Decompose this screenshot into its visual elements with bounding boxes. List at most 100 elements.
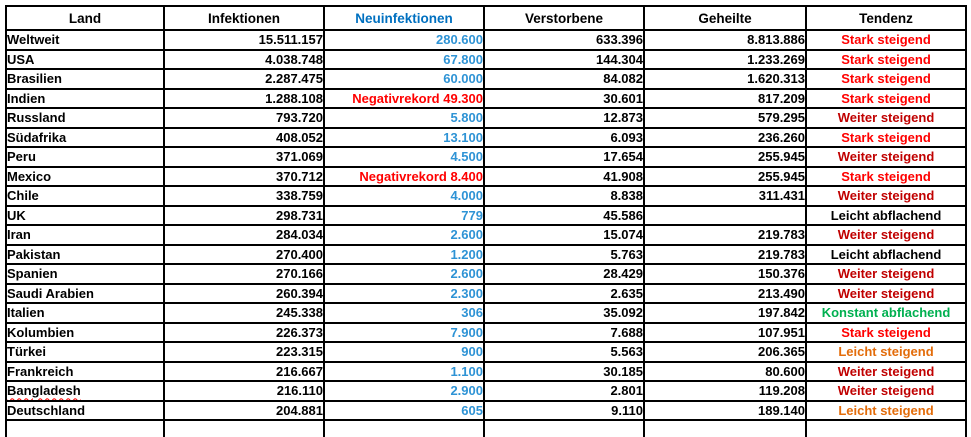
cell-infektionen[interactable]: 270.400 <box>163 243 325 265</box>
cell-tendenz[interactable]: Leicht steigend <box>805 341 967 363</box>
cell-infektionen[interactable]: 15.511.157 <box>163 29 325 51</box>
cell-land[interactable]: Chile <box>5 185 165 207</box>
cell-infektionen[interactable]: 204.881 <box>163 399 325 421</box>
cell-neuinfektionen[interactable]: 1.200 <box>323 243 485 265</box>
cell-neuinfektionen[interactable]: 280.600 <box>323 29 485 51</box>
cell-neuinfektionen[interactable]: 13.100 <box>323 126 485 148</box>
col-header-infektionen[interactable]: Infektionen <box>163 5 325 31</box>
cell-neuinfektionen[interactable]: 779 <box>323 204 485 226</box>
cell-geheilte[interactable]: 219.783 <box>643 243 807 265</box>
cell-tendenz[interactable]: Weiter steigend <box>805 360 967 382</box>
cell-infektionen[interactable]: 408.052 <box>163 126 325 148</box>
cell-tendenz[interactable]: Stark steigend <box>805 87 967 109</box>
cell-land[interactable]: Saudi Arabien <box>5 282 165 304</box>
cell-verstorbene[interactable]: 5.763 <box>483 243 645 265</box>
cell-infektionen[interactable]: 270.166 <box>163 263 325 285</box>
cell-verstorbene[interactable]: 41.908 <box>483 165 645 187</box>
cell-neuinfektionen[interactable]: 2.300 <box>323 282 485 304</box>
cell-geheilte[interactable]: 579.295 <box>643 107 807 129</box>
cell-verstorbene[interactable]: 7.688 <box>483 321 645 343</box>
cell-land[interactable]: Indien <box>5 87 165 109</box>
cell-infektionen[interactable]: 260.394 <box>163 282 325 304</box>
cell-land[interactable]: Pakistan <box>5 243 165 265</box>
cell-land[interactable]: Türkei <box>5 341 165 363</box>
cell-infektionen[interactable]: 4.038.748 <box>163 48 325 70</box>
cell-neuinfektionen[interactable]: Negativrekord 49.300 <box>323 87 485 109</box>
cell-tendenz[interactable]: Weiter steigend <box>805 282 967 304</box>
cell-land[interactable]: Bangladesh <box>5 380 165 402</box>
cell-tendenz[interactable]: Stark steigend <box>805 126 967 148</box>
cell-neuinfektionen[interactable]: 2.900 <box>323 380 485 402</box>
cell-tendenz[interactable]: Leicht abflachend <box>805 243 967 265</box>
cell-verstorbene[interactable]: 2.801 <box>483 380 645 402</box>
cell-geheilte[interactable]: 189.140 <box>643 399 807 421</box>
cell-verstorbene[interactable]: 45.586 <box>483 204 645 226</box>
col-header-tendenz[interactable]: Tendenz <box>805 5 967 31</box>
cell-neuinfektionen[interactable]: 67.800 <box>323 48 485 70</box>
cell-verstorbene[interactable]: 6.093 <box>483 126 645 148</box>
cell-tendenz[interactable]: Weiter steigend <box>805 380 967 402</box>
cell-verstorbene[interactable]: 30.185 <box>483 360 645 382</box>
cell-neuinfektionen[interactable]: 1.100 <box>323 360 485 382</box>
cell-land[interactable]: UK <box>5 204 165 226</box>
cell-infektionen[interactable]: 1.288.108 <box>163 87 325 109</box>
cell-tendenz[interactable]: Stark steigend <box>805 29 967 51</box>
cell-neuinfektionen[interactable]: 7.900 <box>323 321 485 343</box>
cell-land[interactable]: Südafrika <box>5 126 165 148</box>
col-header-land[interactable]: Land <box>5 5 165 31</box>
cell-verstorbene[interactable]: 12.873 <box>483 107 645 129</box>
cell-land[interactable]: Spanien <box>5 263 165 285</box>
cell-geheilte[interactable]: 119.208 <box>643 380 807 402</box>
cell-verstorbene[interactable]: 2.635 <box>483 282 645 304</box>
cell-geheilte[interactable]: 8.813.886 <box>643 29 807 51</box>
cell-infektionen[interactable]: 216.667 <box>163 360 325 382</box>
cell-verstorbene[interactable]: 8.838 <box>483 185 645 207</box>
cell-verstorbene[interactable]: 5.563 <box>483 341 645 363</box>
cell-verstorbene[interactable]: 28.429 <box>483 263 645 285</box>
cell-infektionen[interactable]: 298.731 <box>163 204 325 226</box>
cell-infektionen[interactable]: 793.720 <box>163 107 325 129</box>
cell-empty[interactable] <box>323 419 485 437</box>
cell-geheilte[interactable]: 80.600 <box>643 360 807 382</box>
cell-verstorbene[interactable]: 30.601 <box>483 87 645 109</box>
cell-verstorbene[interactable]: 9.110 <box>483 399 645 421</box>
cell-geheilte[interactable]: 817.209 <box>643 87 807 109</box>
cell-empty[interactable] <box>483 419 645 437</box>
cell-neuinfektionen[interactable]: 2.600 <box>323 224 485 246</box>
cell-infektionen[interactable]: 371.069 <box>163 146 325 168</box>
col-header-neuinfektionen[interactable]: Neuinfektionen <box>323 5 485 31</box>
cell-neuinfektionen[interactable]: Negativrekord 8.400 <box>323 165 485 187</box>
cell-verstorbene[interactable]: 15.074 <box>483 224 645 246</box>
cell-verstorbene[interactable]: 17.654 <box>483 146 645 168</box>
cell-tendenz[interactable]: Stark steigend <box>805 321 967 343</box>
cell-geheilte[interactable]: 311.431 <box>643 185 807 207</box>
cell-neuinfektionen[interactable]: 605 <box>323 399 485 421</box>
cell-tendenz[interactable]: Weiter steigend <box>805 263 967 285</box>
cell-land[interactable]: Brasilien <box>5 68 165 90</box>
cell-land[interactable]: Weltweit <box>5 29 165 51</box>
cell-geheilte[interactable]: 107.951 <box>643 321 807 343</box>
cell-neuinfektionen[interactable]: 4.500 <box>323 146 485 168</box>
cell-land[interactable]: Iran <box>5 224 165 246</box>
cell-geheilte[interactable]: 1.233.269 <box>643 48 807 70</box>
cell-geheilte[interactable]: 213.490 <box>643 282 807 304</box>
cell-infektionen[interactable]: 2.287.475 <box>163 68 325 90</box>
cell-tendenz[interactable]: Stark steigend <box>805 48 967 70</box>
cell-tendenz[interactable]: Leicht steigend <box>805 399 967 421</box>
cell-tendenz[interactable]: Weiter steigend <box>805 185 967 207</box>
cell-neuinfektionen[interactable]: 5.800 <box>323 107 485 129</box>
cell-neuinfektionen[interactable]: 900 <box>323 341 485 363</box>
cell-geheilte[interactable]: 150.376 <box>643 263 807 285</box>
cell-neuinfektionen[interactable]: 2.600 <box>323 263 485 285</box>
cell-infektionen[interactable]: 226.373 <box>163 321 325 343</box>
cell-tendenz[interactable]: Weiter steigend <box>805 224 967 246</box>
cell-geheilte[interactable]: 1.620.313 <box>643 68 807 90</box>
cell-infektionen[interactable]: 216.110 <box>163 380 325 402</box>
cell-verstorbene[interactable]: 633.396 <box>483 29 645 51</box>
cell-tendenz[interactable]: Stark steigend <box>805 68 967 90</box>
cell-land[interactable]: Frankreich <box>5 360 165 382</box>
cell-neuinfektionen[interactable]: 306 <box>323 302 485 324</box>
cell-land[interactable]: Russland <box>5 107 165 129</box>
cell-geheilte[interactable]: 197.842 <box>643 302 807 324</box>
cell-geheilte[interactable]: 255.945 <box>643 165 807 187</box>
